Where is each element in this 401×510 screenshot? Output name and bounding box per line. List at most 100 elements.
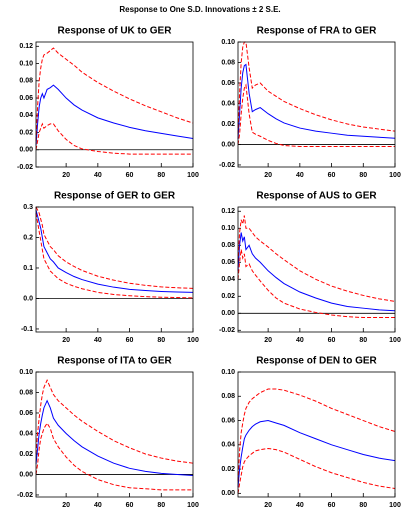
panel: Response of GER to GER -0.1 0.0 0.1 0.2 0.3 20… [21,191,199,344]
panel-title: Response of UK to GER [58,26,173,37]
y-tick-label: 0.00 [221,490,235,497]
panel-title: Response of FRA to GER [257,26,377,37]
x-tick-label: 40 [94,172,102,179]
panel-title: Response of DEN to GER [256,356,377,367]
x-tick-label: 80 [157,502,165,509]
x-tick-label: 20 [62,337,70,344]
x-tick-label: 60 [328,172,336,179]
y-tick-label: 0.0 [23,295,33,302]
y-tick-label: 0.2 [23,234,33,241]
y-tick-label: 0.00 [221,310,235,317]
y-tick-label: -0.02 [219,162,235,169]
x-tick-label: 100 [187,502,199,509]
y-tick-label: 0.02 [19,129,33,136]
x-tick-label: 100 [187,172,199,179]
y-tick-label: 0.10 [19,60,33,67]
x-tick-label: 100 [187,337,199,344]
y-tick-label: 0.08 [19,389,33,396]
panel: Response of ITA to GER -0.02 0.00 0.02 0.04 0… [17,356,199,509]
x-tick-label: 60 [126,502,134,509]
x-tick-label: 100 [389,502,401,509]
plot-frame [35,371,194,498]
y-tick-label: 0.04 [221,442,235,449]
response-line [35,122,193,155]
x-tick-label: 20 [264,502,272,509]
y-tick-label: -0.02 [17,164,33,171]
response-line [35,209,194,293]
response-line [237,388,396,482]
response-line [35,206,194,289]
response-line [35,422,193,491]
response-line [35,399,194,476]
y-tick-label: 0.00 [19,471,33,478]
y-tick-label: 0.06 [221,80,235,87]
plot-frame [237,41,396,168]
x-tick-label: 40 [296,337,304,344]
x-tick-label: 80 [359,502,367,509]
plot-frame [35,41,194,168]
x-tick-label: 20 [264,337,272,344]
response-line [35,378,194,464]
response-line [237,420,396,488]
y-tick-label: -0.1 [21,326,33,333]
y-tick-label: 0.04 [19,430,33,437]
y-tick-label: 0.04 [19,112,33,119]
y-tick-label: 0.10 [221,369,235,376]
x-tick-label: 60 [328,337,336,344]
plot-frame [237,371,396,498]
y-tick-label: 0.00 [19,147,33,154]
x-tick-label: 80 [359,337,367,344]
response-line [237,215,396,302]
y-tick-label: 0.10 [221,39,235,46]
figure-title: Response to One S.D. Innovations ± 2 S.E… [119,5,280,14]
x-tick-label: 20 [264,172,272,179]
y-tick-label: 0.06 [19,95,33,102]
x-tick-label: 60 [126,337,134,344]
panel: Response of FRA to GER -0.02 0.00 0.02 0.04 0… [219,26,401,179]
y-tick-label: 0.06 [221,417,235,424]
y-tick-label: 0.00 [221,141,235,148]
panel: Response of AUS to GER -0.02 0.00 0.02 0.04 0… [219,191,401,344]
y-tick-label: 0.10 [19,369,33,376]
x-tick-label: 40 [94,337,102,344]
y-tick-label: 0.02 [19,451,33,458]
y-tick-label: 0.08 [19,78,33,85]
panel-title: Response of ITA to GER [57,356,172,367]
y-tick-label: 0.3 [23,204,33,211]
x-tick-label: 100 [389,172,401,179]
response-line [237,447,396,494]
response-line [237,232,396,312]
x-tick-label: 40 [296,502,304,509]
y-tick-label: 0.1 [23,265,33,272]
panel-title: Response of AUS to GER [256,191,377,202]
y-tick-label: 0.04 [221,100,235,107]
y-tick-label: 0.10 [221,225,235,232]
x-tick-label: 40 [94,502,102,509]
x-tick-label: 20 [62,502,70,509]
y-tick-label: 0.06 [19,410,33,417]
response-line [237,83,395,148]
x-tick-label: 80 [157,172,165,179]
y-tick-label: 0.08 [221,242,235,249]
x-tick-label: 60 [328,502,336,509]
panel: Response of UK to GER -0.02 0.00 0.02 0.04 0.… [17,26,199,179]
response-line [237,249,395,319]
response-line [35,213,194,299]
x-tick-label: 60 [126,172,134,179]
x-tick-label: 80 [359,172,367,179]
y-tick-label: 0.02 [221,466,235,473]
y-tick-label: 0.12 [221,208,235,215]
y-tick-label: 0.04 [221,276,235,283]
x-tick-label: 20 [62,172,70,179]
y-tick-label: 0.12 [19,43,33,50]
y-tick-label: 0.08 [221,393,235,400]
x-tick-label: 40 [296,172,304,179]
y-tick-label: -0.02 [219,327,235,334]
y-tick-label: 0.06 [221,259,235,266]
x-tick-label: 100 [389,337,401,344]
y-tick-label: 0.08 [221,59,235,66]
plot-frame [237,206,396,333]
y-tick-label: 0.02 [221,121,235,128]
response-line [35,47,194,142]
